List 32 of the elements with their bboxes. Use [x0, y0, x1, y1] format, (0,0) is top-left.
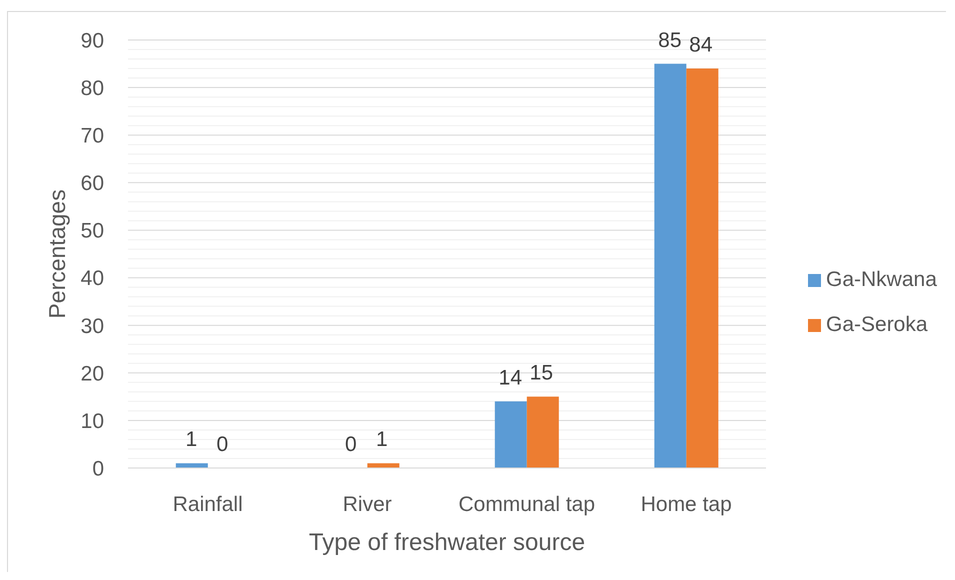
data-label: 0 [345, 433, 357, 456]
x-tick-label: Home tap [640, 492, 732, 516]
data-label: 84 [689, 34, 713, 57]
bar [367, 463, 400, 468]
y-tick-label: 40 [80, 267, 104, 290]
y-tick-label: 70 [80, 124, 104, 148]
x-tick-label: River [342, 492, 392, 516]
y-tick-label: 80 [80, 77, 104, 100]
bar [686, 68, 718, 468]
y-tick-label: 10 [80, 410, 104, 433]
bar [654, 64, 686, 468]
data-label: 0 [216, 433, 228, 456]
bar [494, 401, 527, 468]
legend-label: Ga-Nkwana [826, 268, 937, 292]
y-tick-label: 90 [80, 29, 104, 52]
y-tick-label: 50 [80, 220, 104, 243]
data-label: 1 [186, 428, 198, 452]
y-tick-label: 30 [80, 314, 104, 338]
y-axis-title: Percentages [44, 189, 70, 319]
x-tick-label: Rainfall [172, 492, 243, 516]
data-label: 1 [376, 428, 388, 452]
data-label: 15 [530, 362, 554, 385]
bar [526, 396, 559, 468]
data-label: 85 [658, 28, 682, 52]
y-tick-label: 20 [80, 362, 104, 386]
data-label: 14 [498, 366, 522, 390]
legend-label: Ga-Seroka [826, 313, 928, 337]
x-axis-title: Type of freshwater source [308, 529, 586, 556]
y-tick-label: 60 [80, 172, 104, 196]
x-tick-label: Communal tap [458, 492, 596, 516]
y-tick-label: 0 [92, 457, 104, 480]
bar [176, 463, 208, 468]
